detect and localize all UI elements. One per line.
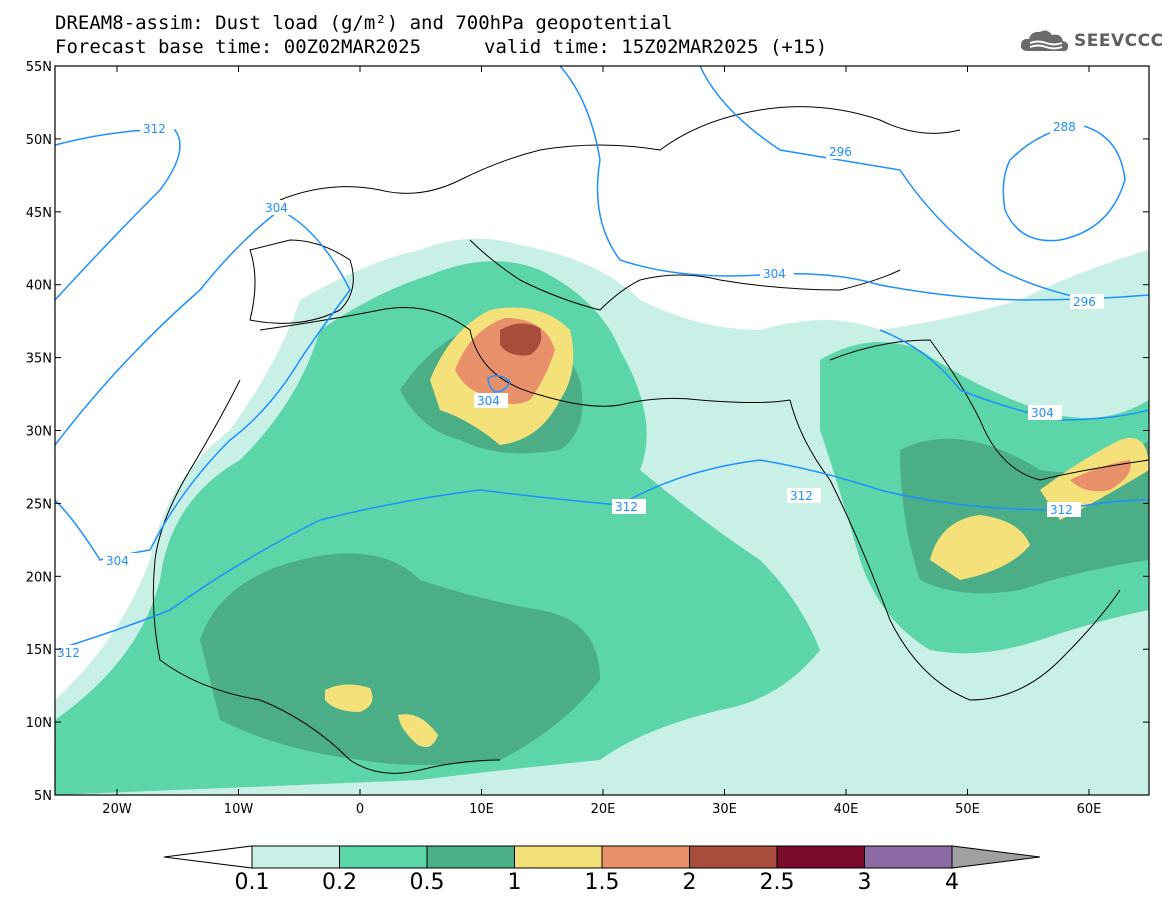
contour-label: 304 <box>106 554 129 568</box>
contour-label: 304 <box>763 267 786 281</box>
dust-area-1-arabia <box>930 515 1030 580</box>
lat-label: 45N <box>26 206 52 221</box>
dust-area-0.5 <box>200 553 600 765</box>
lat-label: 10N <box>26 716 52 731</box>
coastlines <box>152 106 1149 774</box>
colorbar-swatch <box>864 845 953 869</box>
contour-label: 312 <box>57 646 80 660</box>
contour-labels: 312 304 296 288 304 304 304 296 304 312 … <box>55 119 1104 660</box>
colorbar-label: 0.5 <box>410 870 445 895</box>
colorbar-label: 3 <box>858 870 872 895</box>
colorbar-swatch <box>776 845 865 869</box>
colorbar-swatch <box>689 845 778 869</box>
map-title: DREAM8-assim: Dust load (g/m²) and 700hP… <box>55 12 673 34</box>
seevccc-logo: SEEVCCC <box>1018 26 1164 56</box>
colorbar: 0.1 0.2 0.5 1 1.5 2 2.5 3 4 <box>163 845 1041 895</box>
lon-axis: 20W 10W 0 10E 20E 30E 40E 50E 60E <box>102 66 1101 817</box>
lon-label: 10W <box>224 802 254 817</box>
lat-label: 15N <box>26 643 52 658</box>
colorbar-label: 1.5 <box>585 870 620 895</box>
dust-area-1.5-gulf <box>1070 460 1131 492</box>
contour-label: 312 <box>143 122 166 136</box>
contour-label: 304 <box>265 201 288 215</box>
lon-label: 30E <box>712 802 737 817</box>
contour-label: 312 <box>1050 503 1073 517</box>
colorbar-label: 2 <box>683 870 697 895</box>
contour-label: 312 <box>615 500 638 514</box>
colorbar-over-arrow <box>951 845 1041 869</box>
lat-label: 30N <box>26 425 52 440</box>
colorbar-swatch <box>514 845 603 869</box>
dust-area-2 <box>500 323 542 356</box>
colorbar-label: 4 <box>945 870 959 895</box>
lat-label: 5N <box>34 789 52 804</box>
contour-label: 304 <box>1031 406 1054 420</box>
lat-label: 55N <box>26 60 52 75</box>
lat-axis: 55N 50N 45N 40N 35N 30N 25N 20N 15N 10N 5N <box>26 60 1149 804</box>
lon-label: 10E <box>469 802 494 817</box>
colorbar-swatch <box>601 845 690 869</box>
colorbar-label: 2.5 <box>760 870 795 895</box>
colorbar-label: 0.2 <box>322 870 357 895</box>
lon-label: 20E <box>591 802 616 817</box>
contour-label: 304 <box>477 394 500 408</box>
lon-label: 60E <box>1077 802 1102 817</box>
lon-label: 0 <box>356 802 364 817</box>
lon-label: 40E <box>834 802 859 817</box>
valid-time: valid time: 15Z02MAR2025 (+15) <box>484 36 828 58</box>
colorbar-label: 0.1 <box>235 870 270 895</box>
contour-label: 312 <box>790 489 813 503</box>
dust-field <box>55 238 1149 795</box>
cloud-icon <box>1020 30 1069 52</box>
colorbar-under-arrow <box>163 845 253 869</box>
contour-label: 288 <box>1053 120 1076 134</box>
lon-label: 50E <box>955 802 980 817</box>
logo-text: SEEVCCC <box>1074 31 1164 51</box>
dust-area-1-nigeria <box>398 714 438 748</box>
colorbar-swatch <box>251 845 340 869</box>
forecast-base-time: Forecast base time: 00Z02MAR2025 <box>55 36 422 58</box>
lon-label: 20W <box>102 802 132 817</box>
contour-label: 296 <box>1073 295 1096 309</box>
colorbar-swatch <box>426 845 515 869</box>
colorbar-swatch <box>339 845 428 869</box>
colorbar-label: 1 <box>508 870 522 895</box>
lat-label: 25N <box>26 497 52 512</box>
lat-label: 50N <box>26 133 52 148</box>
lat-label: 20N <box>26 570 52 585</box>
contour-label: 296 <box>829 145 852 159</box>
lat-label: 35N <box>26 352 52 367</box>
lat-label: 40N <box>26 279 52 294</box>
dust-area-1-west-africa <box>325 684 373 712</box>
